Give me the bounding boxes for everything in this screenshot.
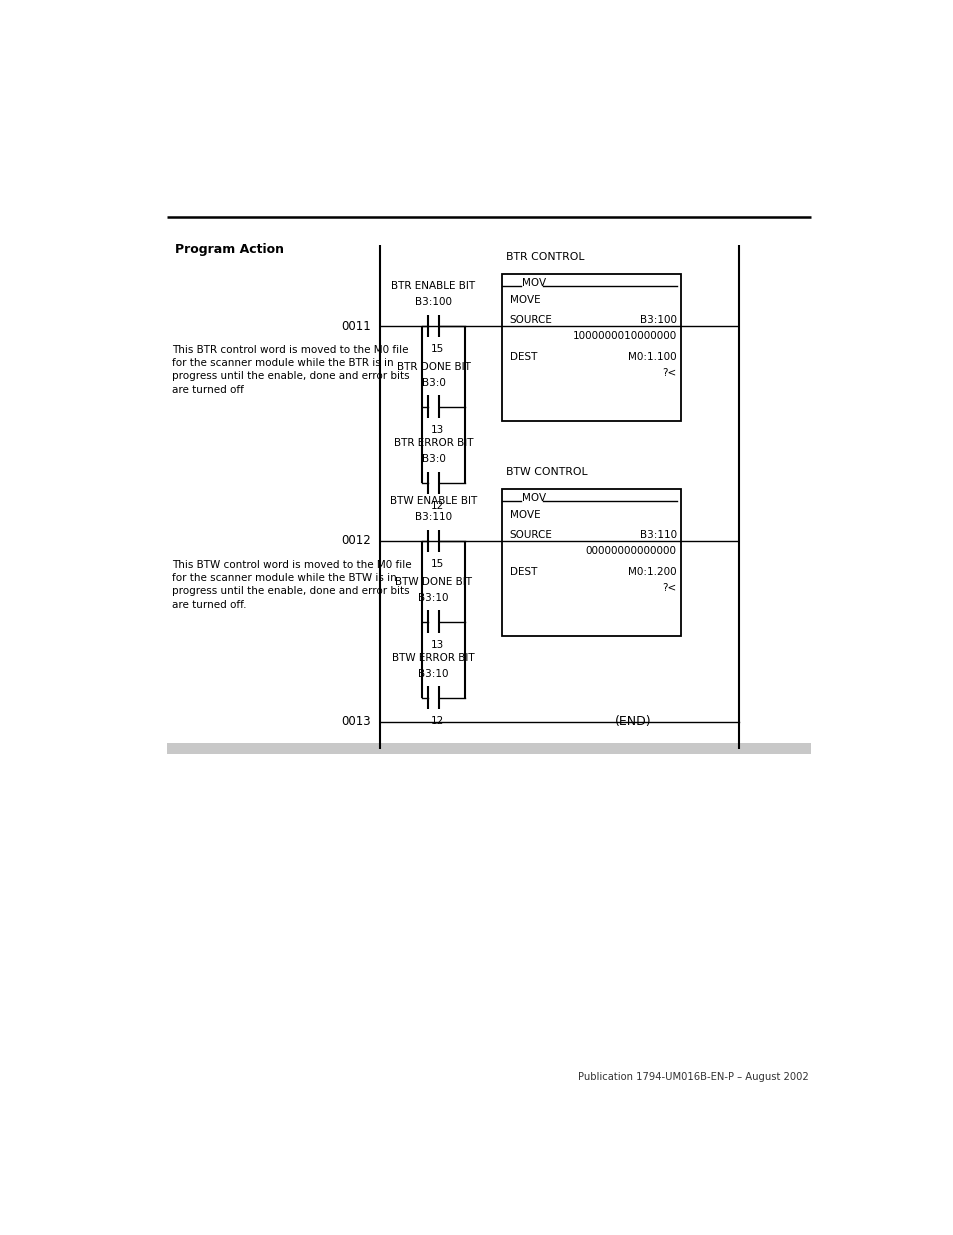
Text: MOV: MOV — [521, 278, 546, 289]
Text: ?<: ?< — [661, 368, 676, 378]
Text: DEST: DEST — [509, 567, 537, 577]
Text: (END): (END) — [614, 715, 651, 729]
Text: SOURCE: SOURCE — [509, 530, 552, 540]
Text: MOV: MOV — [521, 494, 546, 504]
Bar — [501, 274, 680, 421]
Text: 15: 15 — [430, 559, 443, 569]
Text: This BTW control word is moved to the M0 file
for the scanner module while the B: This BTW control word is moved to the M0… — [172, 559, 412, 610]
Text: BTW ENABLE BIT: BTW ENABLE BIT — [390, 495, 476, 506]
Text: 0013: 0013 — [340, 715, 370, 729]
Text: 15: 15 — [430, 345, 443, 354]
Text: ?<: ?< — [661, 583, 676, 593]
Text: B3:100: B3:100 — [415, 296, 452, 308]
Text: BTR DONE BIT: BTR DONE BIT — [396, 362, 470, 372]
Text: Publication 1794-UM016B-EN-P – August 2002: Publication 1794-UM016B-EN-P – August 20… — [577, 1072, 807, 1082]
Text: B3:100: B3:100 — [639, 315, 676, 325]
Bar — [501, 489, 680, 636]
Text: Program Action: Program Action — [174, 243, 283, 257]
Text: This BTR control word is moved to the M0 file
for the scanner module while the B: This BTR control word is moved to the M0… — [172, 345, 410, 395]
Text: 13: 13 — [430, 425, 443, 435]
Text: BTW CONTROL: BTW CONTROL — [505, 467, 587, 477]
Text: SOURCE: SOURCE — [509, 315, 552, 325]
Text: BTR CONTROL: BTR CONTROL — [505, 252, 584, 262]
Text: 0011: 0011 — [340, 320, 370, 332]
Text: 13: 13 — [430, 640, 443, 650]
Text: MOVE: MOVE — [509, 510, 539, 520]
Text: DEST: DEST — [509, 352, 537, 362]
Text: B3:10: B3:10 — [417, 593, 448, 603]
Text: 1000000010000000: 1000000010000000 — [572, 331, 676, 341]
Text: 0012: 0012 — [340, 535, 370, 547]
Text: M0:1.200: M0:1.200 — [627, 567, 676, 577]
Text: BTW ERROR BIT: BTW ERROR BIT — [392, 652, 475, 663]
Text: B3:110: B3:110 — [415, 513, 452, 522]
Text: M0:1.100: M0:1.100 — [627, 352, 676, 362]
Text: 12: 12 — [430, 716, 443, 726]
Text: B3:0: B3:0 — [421, 454, 445, 464]
Text: B3:0: B3:0 — [421, 378, 445, 388]
Text: BTW DONE BIT: BTW DONE BIT — [395, 577, 472, 587]
Text: 12: 12 — [430, 501, 443, 511]
Text: 00000000000000: 00000000000000 — [585, 546, 676, 556]
Text: MOVE: MOVE — [509, 295, 539, 305]
Bar — [167, 742, 810, 753]
Text: B3:110: B3:110 — [639, 530, 676, 540]
Text: B3:10: B3:10 — [417, 669, 448, 679]
Text: BTR ENABLE BIT: BTR ENABLE BIT — [391, 280, 475, 291]
Text: BTR ERROR BIT: BTR ERROR BIT — [394, 437, 473, 448]
